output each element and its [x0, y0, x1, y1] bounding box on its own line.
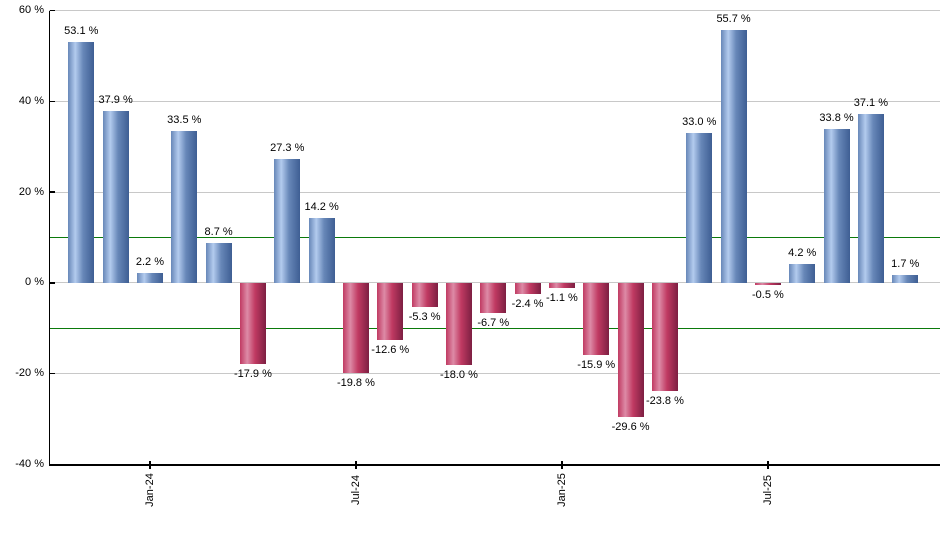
y-tick-label: -20 % — [15, 367, 44, 380]
bar-value-label: 53.1 % — [64, 24, 99, 37]
bar — [68, 41, 95, 283]
bar — [411, 282, 438, 307]
bar-value-label: -5.3 % — [408, 310, 441, 323]
bar — [857, 114, 884, 283]
bar — [651, 282, 678, 391]
y-tick-mark — [50, 282, 55, 284]
bar-value-label: -29.6 % — [611, 421, 650, 434]
bar-value-label: 33.8 % — [819, 112, 854, 125]
y-tick-label: 0 % — [25, 276, 44, 289]
bar — [274, 158, 301, 283]
y-tick-mark — [50, 9, 55, 12]
bar-value-label: -2.4 % — [511, 297, 544, 310]
bar-value-label: 37.1 % — [853, 97, 888, 110]
bar — [342, 282, 369, 373]
bar — [480, 282, 507, 314]
bar — [171, 130, 198, 283]
y-tick-mark — [50, 372, 55, 375]
bar — [548, 282, 575, 288]
bar-value-label: -19.8 % — [336, 376, 375, 389]
gridline — [48, 100, 940, 102]
bar — [583, 282, 610, 356]
x-tick-label: Jul-25 — [761, 474, 774, 505]
bar-value-label: -6.7 % — [477, 317, 510, 330]
bar — [514, 282, 541, 294]
y-tick-mark — [50, 100, 55, 103]
y-tick-label: 20 % — [18, 185, 44, 198]
bar-value-label: -0.5 % — [751, 289, 784, 302]
y-tick-mark — [50, 191, 55, 193]
bar-value-label: 14.2 % — [304, 201, 339, 214]
bar-value-label: 1.7 % — [891, 258, 920, 271]
bar — [308, 218, 335, 283]
x-tick-label: Jan-25 — [555, 472, 568, 507]
bar — [754, 282, 781, 286]
bar — [789, 263, 816, 283]
bar — [720, 30, 747, 283]
bar-value-label: -15.9 % — [577, 359, 616, 372]
bar-value-label: 37.9 % — [98, 93, 133, 106]
bar-value-label: -17.9 % — [233, 368, 272, 381]
bar-value-label: 2.2 % — [135, 255, 165, 268]
y-tick-label: 40 % — [18, 94, 44, 107]
gridline — [48, 191, 940, 193]
gridline — [48, 373, 940, 375]
bar — [136, 272, 163, 283]
bar — [239, 282, 266, 365]
y-tick-label: -40 % — [15, 458, 44, 470]
bar — [102, 110, 129, 283]
x-tick-label: Jan-24 — [143, 472, 156, 507]
bar — [686, 133, 713, 283]
bar-value-label: 4.2 % — [788, 246, 817, 259]
bar — [445, 282, 472, 365]
bar-value-label: 33.5 % — [167, 113, 202, 126]
bar-value-label: 33.0 % — [682, 116, 717, 129]
bar-value-label: -18.0 % — [439, 368, 478, 381]
bar-value-label: 55.7 % — [716, 13, 751, 26]
reference-line — [48, 236, 940, 239]
gridline — [48, 10, 940, 11]
bar-value-label: 8.7 % — [204, 226, 233, 239]
y-axis — [48, 10, 50, 466]
bar-value-label: 27.3 % — [270, 141, 305, 154]
bar — [377, 282, 404, 341]
x-tick-label: Jul-24 — [349, 474, 362, 505]
bar — [892, 275, 919, 283]
bar-value-label: -1.1 % — [546, 291, 578, 304]
bar — [205, 243, 232, 283]
reference-line — [48, 327, 940, 330]
bar — [617, 282, 644, 418]
y-tick-label: 60 % — [18, 4, 44, 16]
x-axis — [48, 463, 940, 466]
bar-value-label: -23.8 % — [645, 394, 684, 407]
bar — [823, 129, 850, 283]
bar-value-label: -12.6 % — [371, 344, 410, 357]
